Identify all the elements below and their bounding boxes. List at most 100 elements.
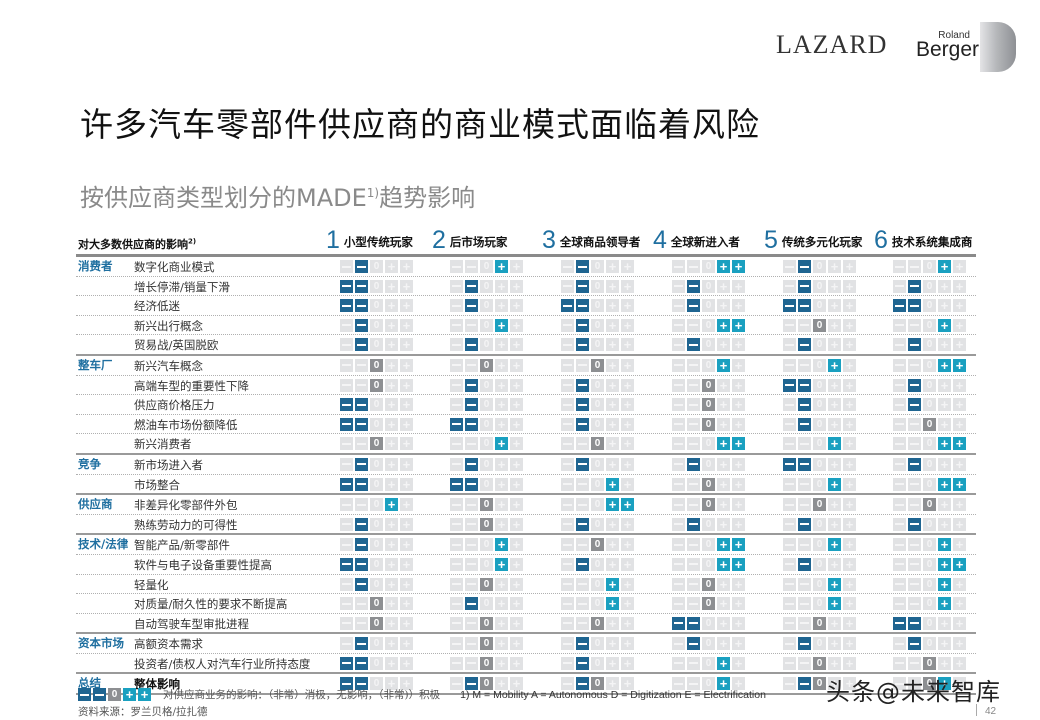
rating-cell [450,517,523,531]
negative-box-active [908,637,921,651]
category-label: 技术/法律 [78,537,129,552]
negative-box [798,477,811,491]
positive-box [717,637,730,651]
negative-box-active [355,260,368,273]
very-positive-box [621,597,634,611]
very-negative-box [783,577,796,591]
rating-cell [893,538,966,552]
rating-cell [783,616,856,630]
rating-cell [450,577,523,591]
positive-box-active [938,538,951,552]
very-negative-box [340,318,353,332]
very-negative-box [450,677,463,691]
positive-box [495,457,508,471]
positive-box [828,299,841,313]
negative-box [798,358,811,372]
negative-box-active [465,338,478,352]
very-negative-box [893,597,906,611]
very-negative-box [340,517,353,531]
legend: 对供应商业务的影响：（非常）消极，无影响，（非常)）积极 1) M = Mobi… [78,687,766,702]
rating-cell [783,637,856,651]
rating-cell [672,538,745,552]
negative-box-active [465,279,478,293]
negative-box-active [576,318,589,332]
positive-box-active [938,358,951,372]
very-positive-box [400,260,413,273]
negative-box-active [465,477,478,491]
very-negative-box [783,318,796,332]
very-positive-box [400,477,413,491]
rating-cell [893,338,966,352]
very-positive-box [732,517,745,531]
rating-cell [783,577,856,591]
very-positive-box [953,299,966,313]
very-positive-box [400,616,413,630]
neutral-box-active [480,577,493,591]
neutral-box [813,477,826,491]
rating-cell [561,637,634,651]
neutral-box [591,299,604,313]
very-positive-box [843,577,856,591]
very-negative-box [561,616,574,630]
neutral-box-active [813,616,826,630]
positive-box [385,417,398,431]
very-positive-box [400,597,413,611]
positive-box-active [495,260,508,273]
very-negative-box [783,597,796,611]
rating-cell [450,597,523,611]
very-negative-box [783,517,796,531]
very-positive-box [510,538,523,552]
very-positive-box [621,437,634,451]
neutral-box [480,477,493,491]
positive-box [828,318,841,332]
neutral-box [591,417,604,431]
very-negative-box-active [340,398,353,412]
positive-box [606,417,619,431]
negative-box-active [576,517,589,531]
neutral-box-active [591,616,604,630]
rating-cell [450,538,523,552]
rating-cell [893,378,966,392]
rating-cell [783,318,856,332]
rating-cell [672,457,745,471]
positive-box [495,477,508,491]
positive-box-active [938,577,951,591]
positive-box [606,398,619,412]
very-negative-box [672,338,685,352]
very-positive-box [510,260,523,273]
very-positive-box [953,378,966,392]
table-row: 供应商价格压力 [76,395,976,415]
column-label: 全球新进入者 [670,235,740,249]
very-positive-box [953,260,966,273]
rating-cell [672,557,745,571]
rating-cell [561,498,634,512]
neutral-box-active [702,597,715,611]
rating-cell [893,299,966,313]
rating-cell [561,279,634,293]
positive-box [828,557,841,571]
negative-box [355,437,368,451]
very-negative-box [340,260,353,273]
positive-box [606,457,619,471]
very-positive-box [843,378,856,392]
row-label: 市场整合 [134,477,180,492]
negative-box-active [355,417,368,431]
negative-box-active [908,279,921,293]
very-negative-box [783,417,796,431]
rating-cell [561,557,634,571]
very-positive-box [732,656,745,670]
negative-box [798,597,811,611]
very-positive-box [732,477,745,491]
very-positive-box [621,616,634,630]
positive-box-active [938,477,951,491]
page-number: 42 [976,704,996,717]
very-negative-box [672,477,685,491]
rating-cell [340,517,413,531]
positive-box [606,358,619,372]
very-negative-box-active [783,457,796,471]
neutral-box [923,557,936,571]
positive-box-active [717,538,730,552]
negative-box-active [355,299,368,313]
very-negative-box [672,597,685,611]
neutral-box [370,417,383,431]
